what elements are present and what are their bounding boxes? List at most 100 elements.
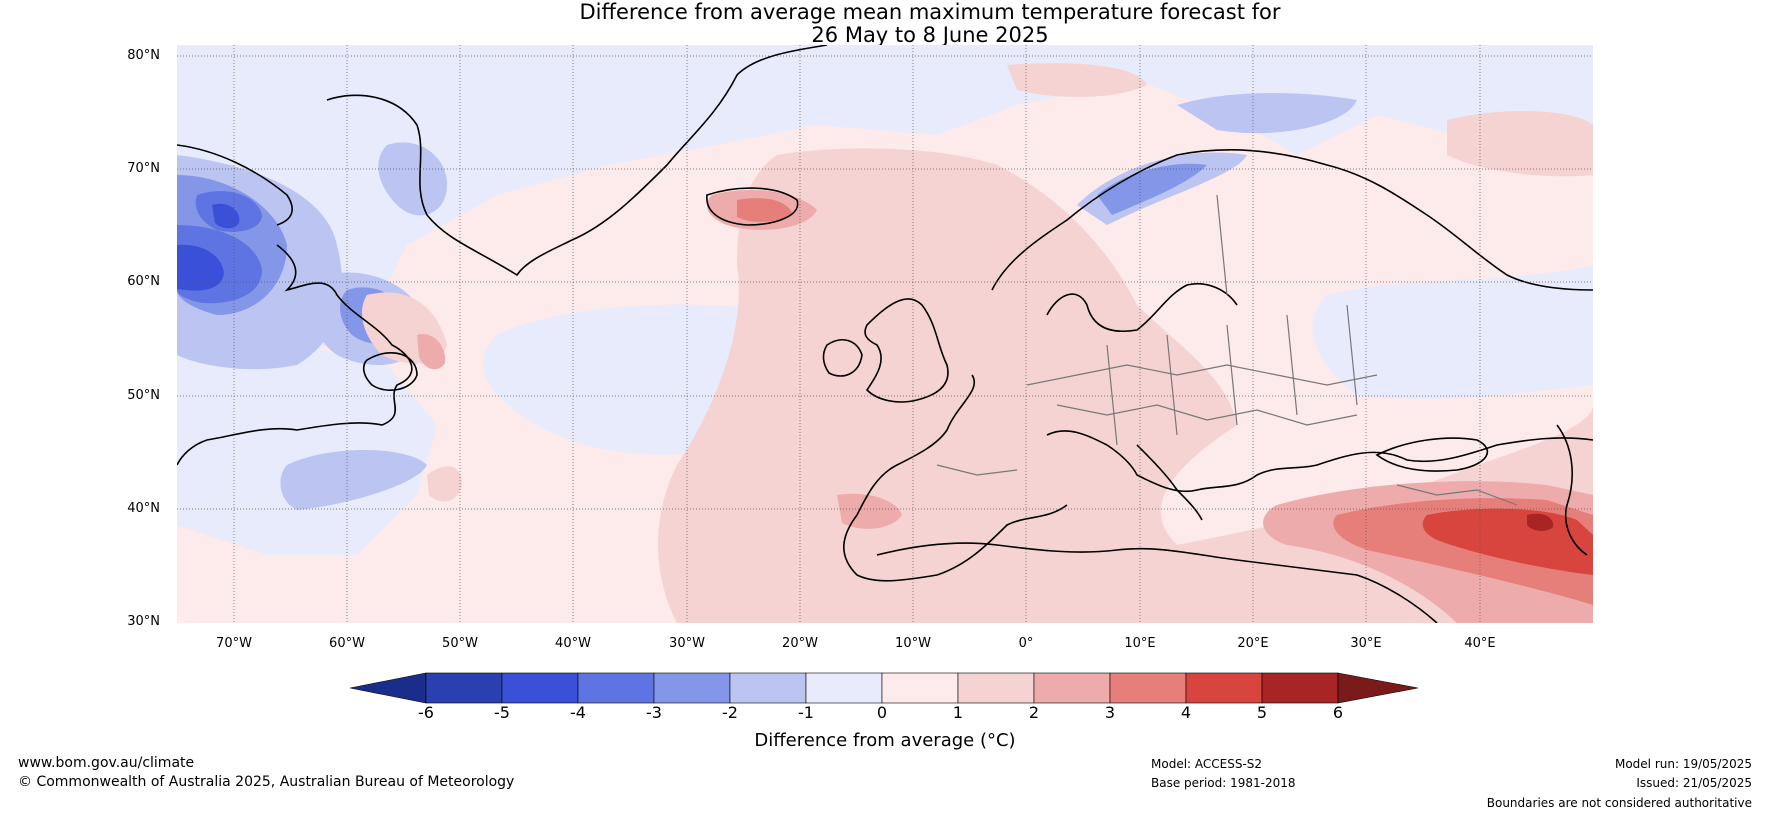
forecast-map [177,45,1593,623]
graticule [177,45,1593,623]
coast-med [1046,430,1593,493]
country-borders [936,194,1518,506]
cbar-tick: -6 [418,703,434,722]
colorbar-swatch [501,672,579,704]
colorbar-extend-high [1337,672,1419,704]
cbar-tick: 2 [1028,703,1040,722]
border-line [1106,344,1118,446]
colorbar-extend-low [349,672,427,704]
cbar-tick: 3 [1104,703,1116,722]
title-line-1: Difference from average mean maximum tem… [579,0,1281,24]
border-line [1226,324,1238,426]
colorbar-swatch [653,672,731,704]
anomaly-warm-atl-spot [427,466,462,502]
cbar-tick: 0 [876,703,888,722]
anomaly-cold-west [177,325,437,555]
coast-labrador [177,244,413,466]
colorbar-swatch [957,672,1035,704]
colorbar-swatch [729,672,807,704]
footer-model-run: Model run: 19/05/2025 [1614,757,1752,771]
anomaly-cold-north [177,45,1593,385]
cbar-tick: -4 [570,703,586,722]
footer-disclaimer: Boundaries are not considered authoritat… [1486,796,1752,810]
colorbar-swatch [577,672,655,704]
footer-model: Model: ACCESS-S2 [1151,757,1263,771]
footer-copyright: © Commonwealth of Australia 2025, Austra… [18,774,515,790]
map-canvas [177,45,1593,623]
lon-label-20e: 20°E [1237,636,1269,651]
coast-blacksea [1375,437,1489,472]
cbar-tick: 4 [1180,703,1192,722]
border-line [1216,194,1228,296]
anomaly-cold-5-west-b [212,203,240,229]
lon-label-20w: 20°W [782,636,818,651]
colorbar-swatch [1185,672,1263,704]
anomaly-warm-north [1007,63,1147,97]
colorbar-swatch [881,672,959,704]
footer-website: www.bom.gov.au/climate [18,755,195,771]
lon-label-50w: 50°W [442,636,478,651]
colorbar-label: Difference from average (°C) [754,730,1016,751]
lon-label-40w: 40°W [555,636,591,651]
anomaly-cold-5-west [177,244,224,291]
footer-base-period: Base period: 1981-2018 [1151,776,1296,790]
lat-label-70n: 70°N [127,161,160,176]
border-line [1026,364,1378,386]
lat-label-60n: 60°N [127,274,160,289]
lat-label-50n: 50°N [127,388,160,403]
coast-baffin [177,144,293,226]
anomaly-cold-3-scand [1097,163,1207,215]
lat-label-80n: 80°N [127,48,160,63]
anomaly-warm-2-atl [417,334,446,370]
cbar-tick: -5 [494,703,510,722]
coast-baltic [1046,283,1238,332]
coast-italy [1136,444,1203,521]
colorbar [349,672,1420,704]
anomaly-warm-3-iceland [737,198,792,222]
border-line [1166,334,1178,436]
colorbar-swatch [805,672,883,704]
coast-newfoundland [362,351,418,391]
cbar-tick: 5 [1256,703,1268,722]
lon-label-10e: 10°E [1124,636,1156,651]
coast-iceland [706,187,799,226]
anomaly-warm-5-turkey [1527,513,1554,531]
colorbar-swatch [425,672,503,704]
lon-label-70w: 70°W [216,636,252,651]
coast-ireland [822,339,863,377]
lat-label-40n: 40°N [127,501,160,516]
lon-label-10w: 10°W [895,636,931,651]
coast-scandinavia [991,149,1593,291]
cbar-tick: -2 [722,703,738,722]
cbar-tick: -3 [646,703,662,722]
border-line [1396,484,1518,506]
colorbar-svg [349,672,1419,704]
anomaly-cold-russia [1312,265,1593,400]
anomaly-cold-2-greenland [378,142,447,216]
lon-label-60w: 60°W [329,636,365,651]
anomaly-cold-2-sw [280,450,427,510]
coast-africa [876,542,1438,623]
lon-label-0: 0° [1018,636,1034,651]
coastlines [177,45,1593,623]
lat-label-30n: 30°N [127,614,160,629]
cbar-tick: 6 [1332,703,1344,722]
coast-europe-west [843,374,1068,582]
lon-label-30e: 30°E [1350,636,1382,651]
border-line [936,464,1018,476]
colorbar-swatch [1109,672,1187,704]
anomaly-cold-2-barents [1177,93,1357,134]
border-line [1286,314,1298,416]
cbar-tick: 1 [952,703,964,722]
colorbar-swatch [1033,672,1111,704]
colorbar-swatch [1261,672,1339,704]
footer-issued: Issued: 21/05/2025 [1636,776,1752,790]
border-line [1346,304,1358,406]
coast-britain [864,298,949,403]
lon-label-40e: 40°E [1464,636,1496,651]
border-line [1056,404,1358,426]
coast-greenland [326,45,828,277]
anomaly-warm-arctic [1447,110,1593,177]
title-line-2: 26 May to 8 June 2025 [811,23,1049,47]
lon-label-30w: 30°W [669,636,705,651]
